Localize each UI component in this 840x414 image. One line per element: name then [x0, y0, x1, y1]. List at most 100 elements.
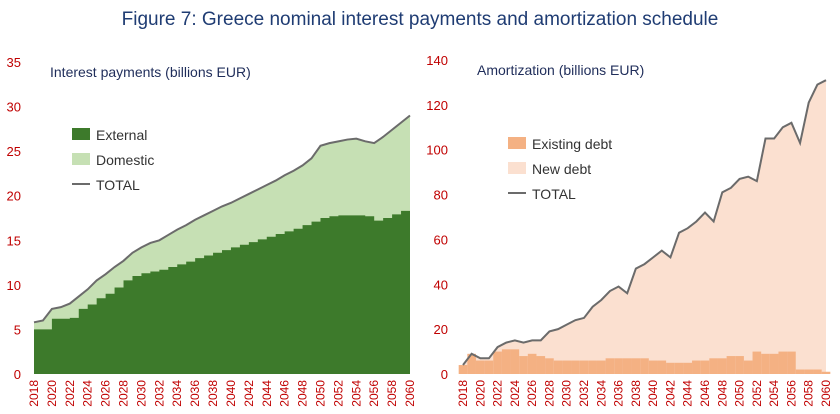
interest-x-tick: 2036: [188, 380, 202, 407]
existing-debt-bar: [527, 353, 537, 374]
interest-x-tick: 2048: [296, 380, 310, 407]
existing-debt-bar: [605, 358, 615, 374]
existing-debt-bar: [795, 369, 805, 374]
amortization-x-tick: 2044: [681, 380, 695, 407]
existing-debt-bar: [536, 356, 546, 374]
existing-debt-bar: [717, 358, 727, 374]
amortization-x-tick: 2034: [594, 380, 608, 407]
amortization-x-tick: 2050: [733, 380, 747, 407]
amortization-x-tick: 2036: [612, 380, 626, 407]
amortization-y-tick: 120: [426, 98, 448, 113]
interest-x-tick: 2022: [63, 380, 77, 407]
amortization-x-tick: 2022: [491, 380, 505, 407]
existing-debt-bar: [510, 349, 520, 374]
existing-debt-bar: [467, 353, 476, 374]
interest-x-tick: 2026: [99, 380, 113, 407]
existing-debt-bar: [614, 358, 623, 374]
interest-y-tick: 0: [14, 367, 21, 382]
amortization-x-tick: 2026: [525, 380, 539, 407]
existing-debt-bar: [821, 371, 831, 374]
legend-existing-debt-label: Existing debt: [532, 136, 612, 152]
existing-debt-bar: [752, 351, 762, 374]
existing-debt-bar: [519, 356, 528, 374]
existing-debt-bar: [579, 360, 589, 374]
interest-x-tick: 2056: [367, 380, 381, 407]
interest-x-tick: 2046: [278, 380, 292, 407]
existing-debt-bar: [622, 358, 632, 374]
existing-debt-bar: [743, 360, 753, 374]
interest-title: Interest payments (billions EUR): [50, 64, 251, 80]
existing-debt-bar: [631, 358, 641, 374]
existing-debt-bar: [648, 360, 658, 374]
existing-debt-bar: [562, 360, 572, 374]
existing-debt-bar: [769, 353, 779, 374]
interest-total-line: [33, 114, 411, 324]
amortization-x-tick: 2048: [715, 380, 729, 407]
amortization-y-tick: 40: [434, 277, 448, 292]
interest-x-tick: 2050: [313, 380, 327, 407]
existing-debt-bar: [761, 353, 770, 374]
legend-total-label: TOTAL: [96, 177, 140, 193]
amortization-x-tick: 2030: [560, 380, 574, 407]
existing-debt-bar: [692, 360, 701, 374]
interest-x-tick: 2028: [117, 380, 131, 407]
interest-x-tick: 2032: [152, 380, 166, 407]
existing-debt-bar: [545, 358, 554, 374]
legend-new-debt-swatch: [508, 162, 526, 174]
amortization-x-tick: 2038: [629, 380, 643, 407]
amortization-y-tick: 80: [434, 188, 448, 203]
existing-debt-bar: [588, 360, 597, 374]
existing-debt-bar: [458, 365, 468, 374]
existing-debt-bar: [778, 351, 788, 374]
amortization-x-tick: 2042: [663, 380, 677, 407]
existing-debt-bar: [484, 360, 494, 374]
legend-amortization-total-label: TOTAL: [532, 186, 576, 202]
legend-domestic-label: Domestic: [96, 152, 154, 168]
new-debt-area: [463, 80, 826, 374]
interest-x-tick: 2034: [170, 380, 184, 407]
existing-debt-bar: [666, 362, 675, 374]
interest-x-tick: 2024: [81, 380, 95, 407]
amortization-x-tick: 2024: [508, 380, 522, 407]
amortization-y-tick: 0: [441, 367, 448, 382]
interest-y-tick: 15: [7, 233, 21, 248]
existing-debt-bar: [553, 360, 563, 374]
existing-debt-bar: [501, 349, 511, 374]
amortization-x-tick: 2054: [767, 380, 781, 407]
existing-debt-bar: [735, 356, 744, 374]
existing-debt-bar: [813, 369, 822, 374]
interest-y-tick: 20: [7, 189, 21, 204]
existing-debt-bar: [493, 351, 502, 374]
legend-domestic-swatch: [72, 153, 90, 165]
amortization-title: Amortization (billions EUR): [477, 62, 644, 78]
existing-debt-bar: [475, 360, 485, 374]
amortization-x-tick: 2018: [456, 380, 470, 407]
interest-y-tick: 35: [7, 55, 21, 70]
amortization-y-tick: 100: [426, 143, 448, 158]
amortization-y-tick: 140: [426, 53, 448, 68]
existing-debt-bar: [683, 362, 693, 374]
amortization-x-tick: 2060: [819, 380, 833, 407]
interest-x-tick: 2042: [242, 380, 256, 407]
amortization-x-tick: 2052: [750, 380, 764, 407]
existing-debt-bar: [700, 360, 710, 374]
existing-debt-bar: [596, 360, 606, 374]
interest-x-tick: 2052: [331, 380, 345, 407]
legend-external-swatch: [72, 128, 90, 140]
amortization-y-tick: 20: [434, 322, 448, 337]
legend-new-debt-label: New debt: [532, 161, 591, 177]
amortization-x-tick: 2032: [577, 380, 591, 407]
amortization-y-tick: 60: [434, 232, 448, 247]
existing-debt-bar: [787, 351, 796, 374]
amortization-x-tick: 2046: [698, 380, 712, 407]
amortization-total-line: [462, 79, 827, 366]
interest-x-tick: 2058: [385, 380, 399, 407]
interest-x-tick: 2054: [349, 380, 363, 407]
external-area: [34, 207, 410, 374]
amortization-x-tick: 2020: [473, 380, 487, 407]
interest-y-tick: 5: [14, 322, 21, 337]
amortization-x-tick: 2040: [646, 380, 660, 407]
